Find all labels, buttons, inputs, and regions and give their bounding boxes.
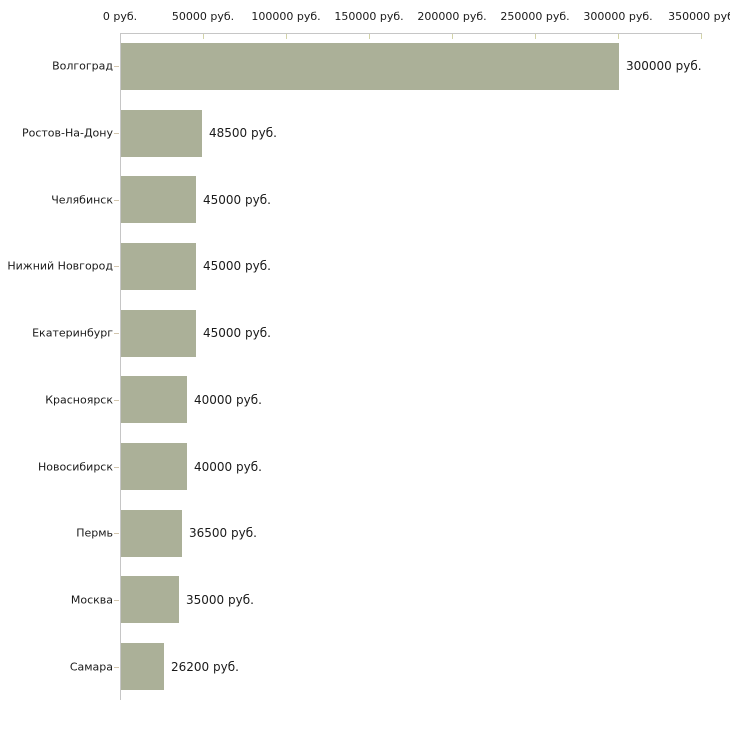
bar-value-label: 26200 руб. xyxy=(171,659,239,674)
bar-value-label: 36500 руб. xyxy=(189,526,257,541)
category-tick-mark xyxy=(114,199,119,201)
x-tick-label: 200000 руб. xyxy=(417,10,487,23)
category-label: Москва xyxy=(70,593,113,607)
bar xyxy=(121,509,182,557)
bar-value-label: 40000 руб. xyxy=(194,459,262,474)
category-tick-mark xyxy=(114,399,119,401)
x-tick-label: 350000 руб xyxy=(668,10,730,23)
category-tick-mark xyxy=(114,599,119,601)
category-tick-mark xyxy=(114,266,119,268)
x-tick-mark xyxy=(452,34,453,39)
category-label: Красноярск xyxy=(45,393,113,407)
category-tick-mark xyxy=(114,533,119,535)
bar xyxy=(121,109,202,157)
bar xyxy=(121,643,164,691)
bar xyxy=(121,42,619,90)
category-tick-mark xyxy=(114,466,119,468)
category-label: Самара xyxy=(69,660,113,674)
bar-value-label: 45000 руб. xyxy=(203,259,271,274)
category-label: Екатеринбург xyxy=(32,326,113,340)
bar-value-label: 300000 руб. xyxy=(626,59,702,74)
bar xyxy=(121,376,187,424)
x-tick-mark xyxy=(203,34,204,39)
bar xyxy=(121,443,187,491)
bar-value-label: 45000 руб. xyxy=(203,326,271,341)
x-tick-mark xyxy=(535,34,536,39)
bar xyxy=(121,242,196,290)
x-tick-label: 300000 руб. xyxy=(583,10,653,23)
bar-value-label: 35000 руб. xyxy=(186,592,254,607)
x-tick-label: 250000 руб. xyxy=(500,10,570,23)
x-tick-mark xyxy=(286,34,287,39)
bar-value-label: 45000 руб. xyxy=(203,192,271,207)
x-tick-mark xyxy=(618,34,619,39)
category-tick-mark xyxy=(114,333,119,335)
x-tick-label: 100000 руб. xyxy=(251,10,321,23)
bar-value-label: 40000 руб. xyxy=(194,392,262,407)
x-tick-label: 0 руб. xyxy=(102,10,138,23)
category-label: Нижний Новгород xyxy=(7,259,113,273)
category-label: Челябинск xyxy=(51,193,113,207)
category-label: Пермь xyxy=(76,526,113,540)
x-tick-label: 150000 руб. xyxy=(334,10,404,23)
bar xyxy=(121,176,196,224)
category-label: Ростов-На-Дону xyxy=(21,126,113,140)
bar-value-label: 48500 руб. xyxy=(209,126,277,141)
y-axis-line xyxy=(120,33,121,700)
x-tick-mark xyxy=(701,34,702,39)
category-label: Волгоград xyxy=(52,59,113,73)
category-tick-mark xyxy=(114,666,119,668)
x-tick-label: 50000 руб. xyxy=(171,10,235,23)
bar xyxy=(121,576,179,624)
bar xyxy=(121,309,196,357)
category-tick-mark xyxy=(114,133,119,135)
x-axis-line xyxy=(120,33,702,34)
category-tick-mark xyxy=(114,66,119,68)
category-label: Новосибирск xyxy=(37,460,113,474)
x-tick-mark xyxy=(369,34,370,39)
